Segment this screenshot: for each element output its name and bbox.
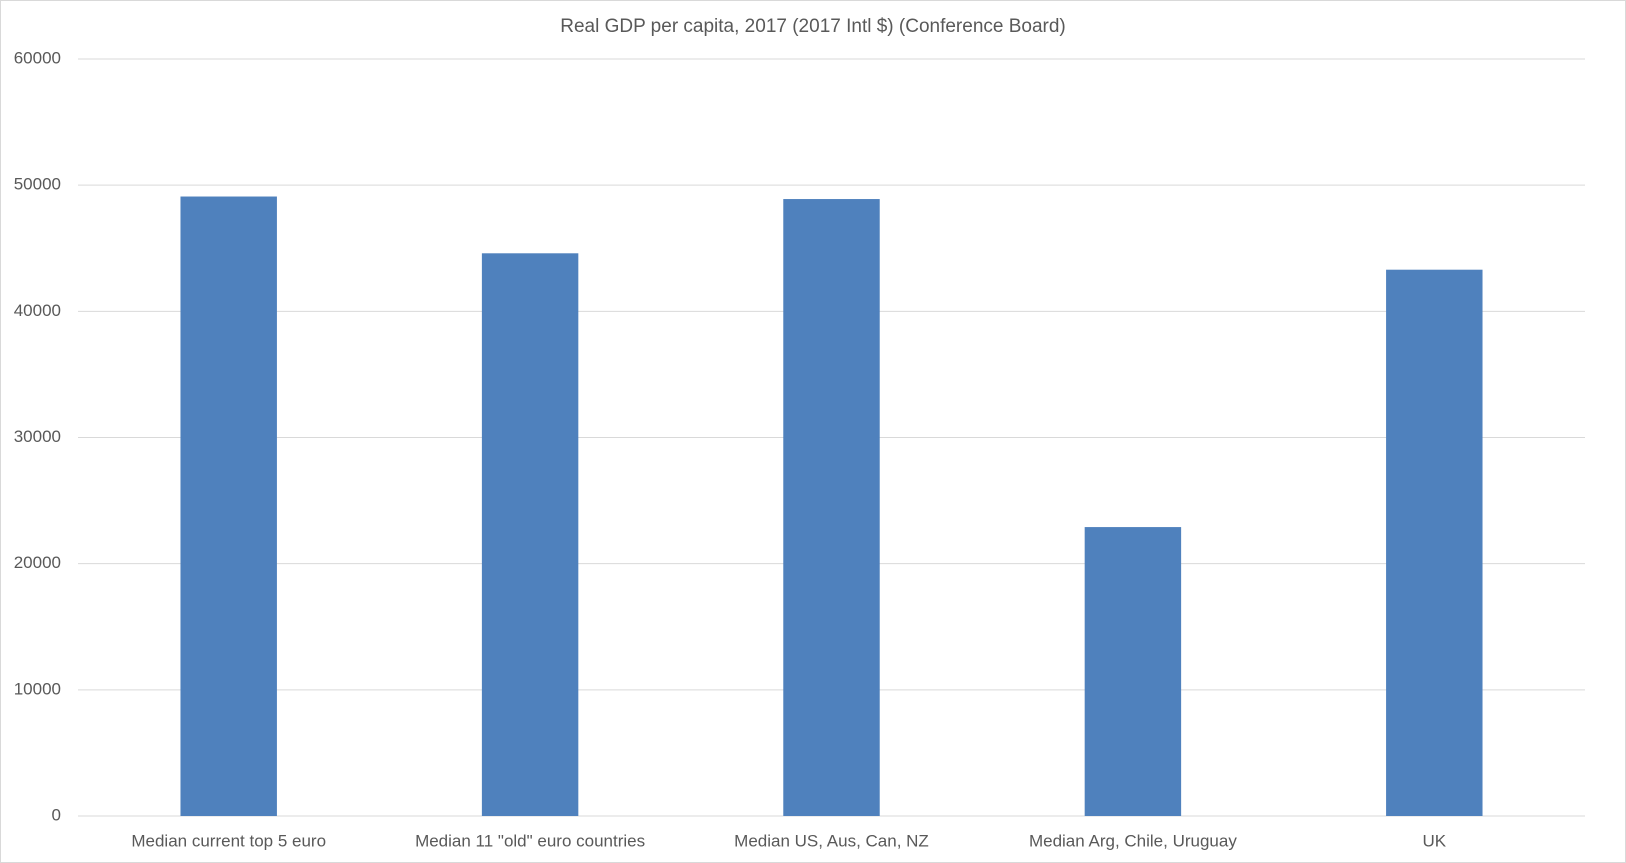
x-tick-label: UK xyxy=(1422,831,1446,850)
x-tick-label: Median US, Aus, Can, NZ xyxy=(734,831,929,850)
y-tick-label: 20000 xyxy=(14,553,61,572)
y-tick-label: 10000 xyxy=(14,679,61,698)
bar xyxy=(1084,527,1182,816)
x-tick-label: Median current top 5 euro xyxy=(131,831,326,850)
bar xyxy=(1386,269,1483,816)
x-tick-label: Median 11 "old" euro countries xyxy=(415,831,645,850)
x-tick-label: Median Arg, Chile, Uruguay xyxy=(1029,831,1237,850)
chart-title: Real GDP per capita, 2017 (2017 Intl $) … xyxy=(560,16,1066,37)
y-tick-label: 50000 xyxy=(14,175,61,194)
bar xyxy=(481,253,579,817)
y-tick-label: 40000 xyxy=(14,301,61,320)
y-tick-label: 0 xyxy=(52,805,61,824)
y-tick-label: 30000 xyxy=(14,427,61,446)
y-tick-label: 60000 xyxy=(14,48,61,67)
bar xyxy=(783,199,880,817)
bar xyxy=(180,196,277,816)
